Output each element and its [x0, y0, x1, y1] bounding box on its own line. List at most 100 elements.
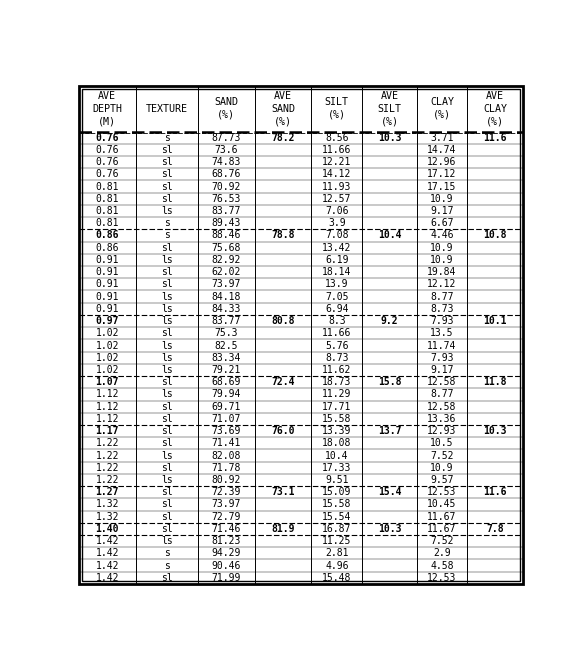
- Text: 12.21: 12.21: [322, 157, 352, 167]
- Text: 71.99: 71.99: [211, 573, 241, 583]
- Text: 2.9: 2.9: [433, 548, 451, 558]
- Text: 68.69: 68.69: [211, 377, 241, 387]
- Text: 84.33: 84.33: [211, 304, 241, 314]
- Text: 74.83: 74.83: [211, 157, 241, 167]
- Text: 19.84: 19.84: [427, 267, 457, 277]
- Text: 10.3: 10.3: [377, 133, 401, 143]
- Text: 16.87: 16.87: [322, 524, 352, 534]
- Text: 13.7: 13.7: [377, 426, 401, 436]
- Text: ls: ls: [161, 341, 173, 351]
- Text: 4.58: 4.58: [430, 561, 454, 571]
- Text: sl: sl: [161, 267, 173, 277]
- Text: 0.91: 0.91: [96, 304, 119, 314]
- Text: 79.94: 79.94: [211, 389, 241, 399]
- Text: 2.81: 2.81: [325, 548, 349, 558]
- Text: sl: sl: [161, 414, 173, 424]
- Text: 72.79: 72.79: [211, 512, 241, 522]
- Text: 10.9: 10.9: [430, 463, 454, 473]
- Text: 8.3: 8.3: [328, 316, 346, 326]
- Text: sl: sl: [161, 157, 173, 167]
- Text: 72.39: 72.39: [211, 487, 241, 497]
- Text: 82.5: 82.5: [214, 341, 238, 351]
- Text: 9.57: 9.57: [430, 475, 454, 485]
- Text: 94.29: 94.29: [211, 548, 241, 558]
- Text: 0.91: 0.91: [96, 279, 119, 289]
- Text: 1.02: 1.02: [96, 353, 119, 363]
- Text: 90.46: 90.46: [211, 561, 241, 571]
- Text: 82.08: 82.08: [211, 451, 241, 461]
- Text: 10.8: 10.8: [483, 231, 507, 241]
- Text: 1.02: 1.02: [96, 328, 119, 338]
- Text: sl: sl: [161, 463, 173, 473]
- Text: 7.05: 7.05: [325, 292, 349, 302]
- Text: 1.07: 1.07: [96, 377, 119, 387]
- Text: ls: ls: [161, 353, 173, 363]
- Text: 75.68: 75.68: [211, 243, 241, 253]
- Text: 1.17: 1.17: [96, 426, 119, 436]
- Text: 83.34: 83.34: [211, 353, 241, 363]
- Text: SAND
(%): SAND (%): [214, 97, 238, 120]
- Text: 1.12: 1.12: [96, 402, 119, 412]
- Text: 7.52: 7.52: [430, 451, 454, 461]
- Text: 11.6: 11.6: [483, 133, 507, 143]
- Text: 1.12: 1.12: [96, 389, 119, 399]
- Text: AVE
SILT
(%): AVE SILT (%): [377, 91, 402, 126]
- Text: 18.14: 18.14: [322, 267, 352, 277]
- Text: 7.06: 7.06: [325, 206, 349, 216]
- Text: 10.3: 10.3: [483, 426, 507, 436]
- Text: 1.40: 1.40: [96, 524, 119, 534]
- Text: 11.66: 11.66: [322, 328, 352, 338]
- Text: 11.67: 11.67: [427, 524, 457, 534]
- Text: 11.6: 11.6: [483, 487, 507, 497]
- Text: sl: sl: [161, 169, 173, 179]
- Text: 9.2: 9.2: [380, 316, 398, 326]
- Text: 75.3: 75.3: [214, 328, 238, 338]
- Text: sl: sl: [161, 279, 173, 289]
- Text: 73.97: 73.97: [211, 499, 241, 509]
- Text: 17.71: 17.71: [322, 402, 352, 412]
- Text: 12.53: 12.53: [427, 487, 457, 497]
- Text: 8.77: 8.77: [430, 292, 454, 302]
- Text: 71.07: 71.07: [211, 414, 241, 424]
- Text: 0.91: 0.91: [96, 255, 119, 265]
- Text: TEXTURE: TEXTURE: [146, 103, 188, 113]
- Text: s: s: [164, 133, 170, 143]
- Text: 6.67: 6.67: [430, 218, 454, 228]
- Text: ls: ls: [161, 451, 173, 461]
- Text: ls: ls: [161, 255, 173, 265]
- Text: 12.58: 12.58: [427, 377, 457, 387]
- Text: 73.97: 73.97: [211, 279, 241, 289]
- Text: 10.3: 10.3: [377, 524, 401, 534]
- Text: 12.93: 12.93: [427, 426, 457, 436]
- Text: 1.02: 1.02: [96, 365, 119, 375]
- Text: sl: sl: [161, 402, 173, 412]
- Text: 0.86: 0.86: [96, 231, 119, 241]
- Text: 1.42: 1.42: [96, 573, 119, 583]
- Text: AVE
DEPTH
(M): AVE DEPTH (M): [92, 91, 122, 126]
- Text: sl: sl: [161, 487, 173, 497]
- Text: 17.12: 17.12: [427, 169, 457, 179]
- Text: 7.52: 7.52: [430, 536, 454, 546]
- Text: ls: ls: [161, 316, 173, 326]
- Text: 10.1: 10.1: [483, 316, 507, 326]
- Text: 12.96: 12.96: [427, 157, 457, 167]
- Text: 1.22: 1.22: [96, 451, 119, 461]
- Text: 8.73: 8.73: [325, 353, 349, 363]
- Text: 17.33: 17.33: [322, 463, 352, 473]
- Text: 0.81: 0.81: [96, 218, 119, 228]
- Text: 10.9: 10.9: [430, 255, 454, 265]
- Text: 9.51: 9.51: [325, 475, 349, 485]
- Text: 0.91: 0.91: [96, 267, 119, 277]
- Text: ls: ls: [161, 365, 173, 375]
- Text: 10.4: 10.4: [377, 231, 401, 241]
- Text: 0.76: 0.76: [96, 133, 119, 143]
- Text: 15.09: 15.09: [322, 487, 352, 497]
- Text: 1.02: 1.02: [96, 341, 119, 351]
- Text: ls: ls: [161, 536, 173, 546]
- Text: 17.15: 17.15: [427, 182, 457, 192]
- Text: 72.4: 72.4: [271, 377, 295, 387]
- Text: 0.81: 0.81: [96, 182, 119, 192]
- Text: 11.8: 11.8: [483, 377, 507, 387]
- Text: ls: ls: [161, 389, 173, 399]
- Text: 78.2: 78.2: [271, 133, 295, 143]
